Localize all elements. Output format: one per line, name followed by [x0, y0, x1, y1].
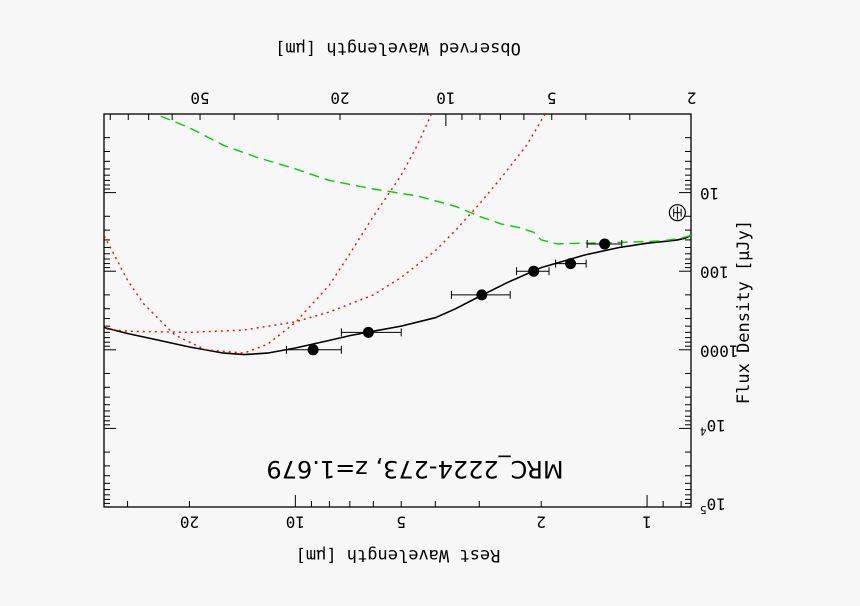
- data-point-0: [599, 238, 611, 250]
- data-point-5: [307, 344, 319, 356]
- observed-x-tick-label: 20: [330, 89, 349, 108]
- flux-tick-label: 10: [700, 184, 719, 203]
- observed-x-tick-label: 10: [436, 89, 455, 108]
- model-curves: [103, 113, 692, 356]
- flux-tick-label: 105: [700, 495, 726, 517]
- flux-tick-label: 100: [700, 263, 729, 282]
- data-point-1: [565, 258, 577, 270]
- axis-labels: 1 2 5 10 20 2 5 10 20 50 10 100 1000 104 105 Rest Wavel…: [180, 38, 754, 565]
- observed-x-tick-label: 50: [190, 89, 209, 108]
- observed-x-axis-label: Observed Wavelength [μm]: [275, 38, 521, 58]
- data-point-2: [528, 265, 540, 277]
- data-point-4: [362, 326, 374, 338]
- flux-axis-label: Flux Density [μJy]: [734, 220, 754, 404]
- flux-tick-label: 104: [700, 416, 726, 438]
- rest-x-tick-label: 10: [286, 513, 305, 532]
- plot-frame-group: [103, 113, 692, 508]
- observed-x-tick-label: 2: [687, 89, 697, 108]
- rest-x-tick-label: 1: [642, 513, 652, 532]
- open-data-point-6: [668, 204, 686, 222]
- data-point-3: [476, 289, 488, 301]
- axis-ticks: [104, 113, 691, 508]
- observed-x-tick-label: 5: [547, 89, 557, 108]
- series-dashed-line-1: [155, 113, 692, 245]
- chart-title: MRC_2224-273, z=1.679: [266, 455, 563, 483]
- series-dotted-line-2: [103, 113, 546, 334]
- series-solid-line-0: [103, 234, 692, 356]
- data-points: [285, 204, 686, 356]
- plot-frame: [103, 113, 692, 508]
- series-dotted-line-3: [103, 113, 433, 354]
- rest-x-axis-label: Rest Wavelength [μm]: [296, 545, 501, 565]
- rest-x-tick-label: 20: [180, 513, 199, 532]
- rest-x-tick-label: 5: [396, 513, 406, 532]
- flux-tick-label: 1000: [700, 341, 739, 360]
- rest-x-tick-label: 2: [536, 513, 546, 532]
